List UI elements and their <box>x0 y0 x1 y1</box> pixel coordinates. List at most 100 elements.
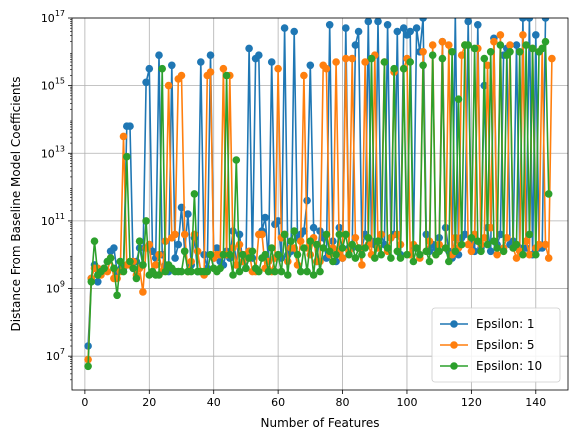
data-point <box>84 362 92 371</box>
data-point <box>480 234 489 242</box>
data-point <box>541 18 550 22</box>
legend-item: Epsilon: 10 <box>440 359 542 373</box>
data-point <box>142 217 150 225</box>
data-point <box>438 37 447 46</box>
data-point <box>206 51 215 59</box>
data-point <box>467 247 476 256</box>
data-point <box>293 250 302 259</box>
series-layer <box>84 18 556 371</box>
data-point <box>451 247 460 256</box>
y-tick-label: 107 <box>46 347 65 363</box>
data-point <box>354 27 363 36</box>
data-point <box>245 254 253 262</box>
y-tick-exponent: 15 <box>55 77 65 86</box>
data-point <box>139 288 147 296</box>
data-point <box>158 64 166 73</box>
data-point <box>515 48 524 56</box>
data-point <box>277 267 286 276</box>
data-point <box>448 48 456 56</box>
data-point <box>171 254 179 262</box>
data-point <box>332 250 340 259</box>
data-point <box>519 250 527 259</box>
data-point <box>528 44 537 53</box>
data-point <box>322 230 331 239</box>
data-point <box>116 257 125 266</box>
data-point <box>445 41 453 49</box>
data-point <box>264 267 273 276</box>
data-point <box>393 27 402 36</box>
data-point <box>177 71 186 80</box>
data-point <box>338 244 347 252</box>
data-point <box>354 244 363 252</box>
data-point <box>399 24 408 32</box>
data-point <box>342 24 350 32</box>
data-point <box>296 237 305 245</box>
data-point <box>213 244 221 252</box>
data-point <box>486 247 495 256</box>
data-point <box>306 250 315 259</box>
data-point <box>358 261 366 269</box>
data-point <box>119 267 128 276</box>
data-point <box>90 237 99 245</box>
data-point <box>300 227 308 235</box>
data-point <box>461 230 469 239</box>
data-point <box>151 261 160 269</box>
x-tick-label: 100 <box>396 396 417 409</box>
data-point <box>267 244 276 252</box>
data-point <box>490 237 498 245</box>
data-point <box>319 244 328 252</box>
data-point <box>222 71 231 80</box>
data-point <box>406 58 415 66</box>
data-point <box>383 21 392 29</box>
data-point <box>351 254 360 262</box>
data-point <box>390 64 398 73</box>
y-tick-label: 1011 <box>41 212 65 228</box>
data-point <box>190 230 199 239</box>
data-point <box>480 54 489 63</box>
data-point <box>219 250 228 259</box>
data-point <box>512 41 521 49</box>
data-point <box>503 234 511 242</box>
data-point <box>290 27 299 36</box>
data-point <box>428 51 437 59</box>
data-point <box>544 190 553 198</box>
data-point <box>374 18 382 26</box>
data-point <box>512 240 521 249</box>
data-point <box>206 68 215 76</box>
data-point <box>171 230 179 239</box>
data-point <box>87 278 96 286</box>
data-point <box>254 267 263 276</box>
x-tick-label: 40 <box>207 396 221 409</box>
data-point <box>145 64 154 73</box>
data-point <box>380 58 389 66</box>
x-tick-label: 0 <box>81 396 88 409</box>
data-point <box>274 64 282 73</box>
data-point <box>345 250 353 259</box>
data-point <box>377 250 386 259</box>
data-point <box>457 240 466 249</box>
data-point <box>129 264 137 273</box>
data-point <box>525 250 534 259</box>
data-point <box>496 41 505 49</box>
data-point <box>457 51 466 59</box>
data-point <box>403 250 411 259</box>
data-point <box>351 234 360 242</box>
x-axis-label: Number of Features <box>261 416 380 430</box>
data-point <box>425 257 434 266</box>
data-point <box>486 48 495 56</box>
data-point <box>155 51 163 59</box>
data-point <box>203 267 212 276</box>
data-point <box>532 31 540 39</box>
data-point <box>464 240 473 249</box>
data-point <box>371 254 379 262</box>
data-point <box>113 291 121 300</box>
y-tick-base: 10 <box>41 147 55 160</box>
data-point <box>219 64 228 73</box>
y-tick-label: 1017 <box>41 9 65 25</box>
data-point <box>164 81 173 90</box>
data-point <box>453 18 457 19</box>
data-point <box>161 267 170 276</box>
data-point <box>280 24 289 32</box>
data-point <box>193 247 202 256</box>
